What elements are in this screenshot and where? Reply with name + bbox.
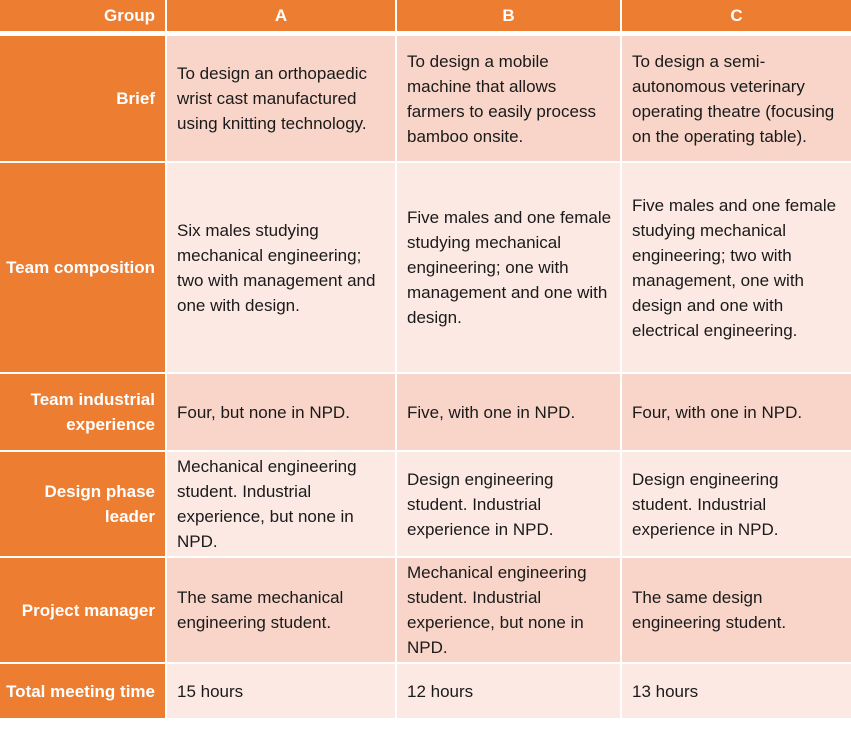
- cell-design-phase-leader-c: Design engineering student. Industrial e…: [622, 452, 851, 558]
- cell-brief-c: To design a semi-autonomous veterinary o…: [622, 33, 851, 163]
- cell-team-composition-a: Six males studying mechanical engineerin…: [167, 163, 397, 374]
- row-label-total-meeting-time: Total meeting time: [0, 664, 167, 720]
- cell-design-phase-leader-a: Mechanical engineering student. Industri…: [167, 452, 397, 558]
- cell-meeting-time-a: 15 hours: [167, 664, 397, 720]
- cell-industrial-experience-b: Five, with one in NPD.: [397, 374, 622, 452]
- header-column-a: A: [167, 0, 397, 33]
- cell-brief-b: To design a mobile machine that allows f…: [397, 33, 622, 163]
- row-label-team-composition: Team composition: [0, 163, 167, 374]
- cell-industrial-experience-a: Four, but none in NPD.: [167, 374, 397, 452]
- header-group-label: Group: [0, 0, 167, 33]
- cell-project-manager-a: The same mechanical engineering student.: [167, 558, 397, 664]
- row-label-brief: Brief: [0, 33, 167, 163]
- cell-project-manager-c: The same design engineering student.: [622, 558, 851, 664]
- cell-project-manager-b: Mechanical engineering student. Industri…: [397, 558, 622, 664]
- cell-team-composition-c: Five males and one female studying mecha…: [622, 163, 851, 374]
- row-label-project-manager: Project manager: [0, 558, 167, 664]
- cell-meeting-time-b: 12 hours: [397, 664, 622, 720]
- cell-design-phase-leader-b: Design engineering student. Industrial e…: [397, 452, 622, 558]
- row-label-team-industrial-experience: Team industrial experience: [0, 374, 167, 452]
- row-label-design-phase-leader: Design phase leader: [0, 452, 167, 558]
- header-column-c: C: [622, 0, 851, 33]
- cell-brief-a: To design an orthopaedic wrist cast manu…: [167, 33, 397, 163]
- cell-industrial-experience-c: Four, with one in NPD.: [622, 374, 851, 452]
- header-column-b: B: [397, 0, 622, 33]
- cell-meeting-time-c: 13 hours: [622, 664, 851, 720]
- cell-team-composition-b: Five males and one female studying mecha…: [397, 163, 622, 374]
